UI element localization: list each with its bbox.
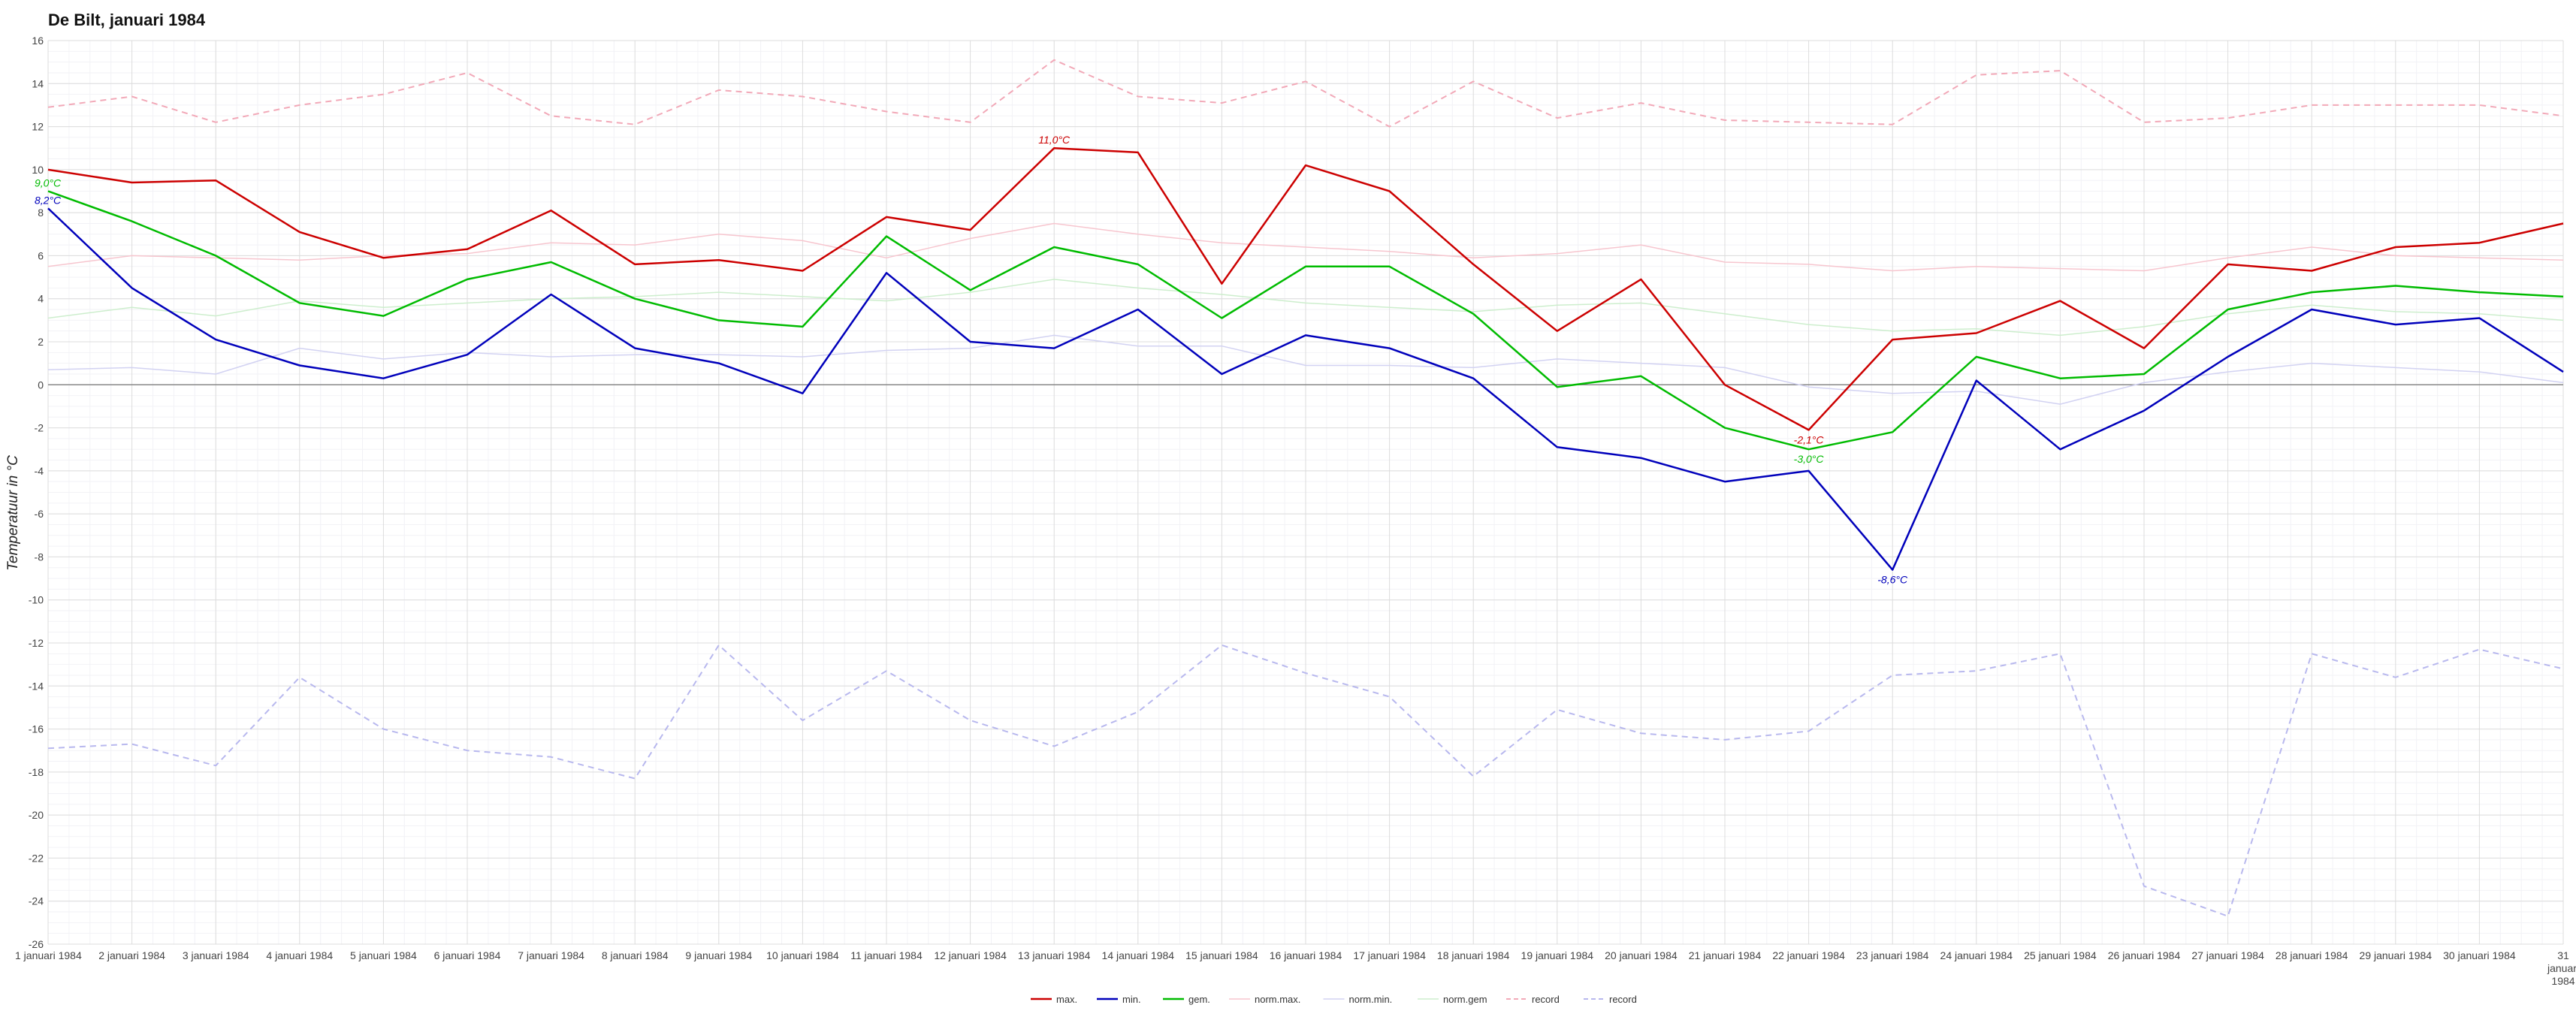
series-line-3 xyxy=(47,222,2564,272)
y-tick-label: 0 xyxy=(38,379,44,391)
x-axis-ticks: 1 januari 1984 2 januari 1984 3 januari 19… xyxy=(15,949,2576,987)
x-tick-label: 23 januari 1984 xyxy=(1856,949,1929,961)
y-tick-label: -6 xyxy=(35,508,44,520)
y-tick-label: 8 xyxy=(38,207,44,219)
x-tick-label: januari xyxy=(2547,962,2576,974)
legend-label: norm.max. xyxy=(1255,994,1300,1005)
x-tick-label: 4 januari 1984 xyxy=(266,949,333,961)
x-tick-label: 25 januari 1984 xyxy=(2024,949,2097,961)
x-tick-label: 10 januari 1984 xyxy=(766,949,839,961)
x-tick-label: 11 januari 1984 xyxy=(850,949,923,961)
series-line-1 xyxy=(47,207,2564,571)
legend-label: max. xyxy=(1056,994,1077,1005)
annotations: 11,0°C -2,1°C 9,0°C -3,0°C 8,2°C -8,6°C xyxy=(35,134,1908,585)
x-tick-label: 21 januari 1984 xyxy=(1689,949,1762,961)
y-tick-label: 14 xyxy=(32,77,44,89)
x-tick-label: 16 januari 1984 xyxy=(1270,949,1342,961)
y-tick-label: -2 xyxy=(35,422,44,434)
legend-label: record xyxy=(1609,994,1637,1005)
x-tick-label: 28 januari 1984 xyxy=(2276,949,2348,961)
x-tick-label: 1984 xyxy=(2551,975,2574,987)
data-annotation: -8,6°C xyxy=(1877,574,1908,586)
y-tick-label: -14 xyxy=(29,680,44,692)
x-tick-label: 9 januari 1984 xyxy=(685,949,752,961)
x-tick-label: 2 januari 1984 xyxy=(98,949,165,961)
x-tick-label: 7 januari 1984 xyxy=(518,949,584,961)
y-tick-label: -22 xyxy=(29,852,44,864)
major-gridlines xyxy=(47,40,2564,945)
y-tick-label: -8 xyxy=(35,551,44,563)
x-tick-label: 20 januari 1984 xyxy=(1605,949,1678,961)
x-tick-label: 14 januari 1984 xyxy=(1102,949,1175,961)
series-line-6 xyxy=(47,59,2564,128)
data-annotation: 9,0°C xyxy=(35,177,62,189)
y-tick-label: -24 xyxy=(29,895,44,907)
x-tick-label: 30 januari 1984 xyxy=(2443,949,2516,961)
legend-label: norm.min. xyxy=(1349,994,1393,1005)
y-tick-label: -4 xyxy=(35,465,44,477)
y-tick-label: 6 xyxy=(38,249,44,261)
series-line-7 xyxy=(47,644,2564,917)
x-tick-label: 22 januari 1984 xyxy=(1772,949,1845,961)
x-tick-label: 1 januari 1984 xyxy=(15,949,82,961)
y-tick-label: -20 xyxy=(29,809,44,821)
y-tick-label: -26 xyxy=(29,938,44,950)
data-annotation: -2,1°C xyxy=(1794,433,1825,445)
y-tick-label: 10 xyxy=(32,164,44,176)
legend-label: min. xyxy=(1122,994,1141,1005)
x-tick-label: 27 januari 1984 xyxy=(2191,949,2264,961)
x-tick-label: 3 januari 1984 xyxy=(183,949,249,961)
x-tick-label: 24 januari 1984 xyxy=(1940,949,2013,961)
chart-title: De Bilt, januari 1984 xyxy=(48,11,206,29)
x-tick-label: 31 xyxy=(2557,949,2569,961)
series-line-0 xyxy=(47,146,2564,431)
x-tick-label: 18 januari 1984 xyxy=(1437,949,1510,961)
legend-label: record xyxy=(1532,994,1560,1005)
data-annotation: 11,0°C xyxy=(1038,134,1071,146)
data-annotation: -3,0°C xyxy=(1794,453,1825,465)
y-tick-label: -16 xyxy=(29,723,44,735)
legend: max. min. gem. norm.max. norm.min. norm.gem re… xyxy=(1031,994,1637,1005)
x-tick-label: 8 januari 1984 xyxy=(602,949,669,961)
y-tick-label: -12 xyxy=(29,637,44,649)
y-tick-label: 2 xyxy=(38,336,44,348)
x-tick-label: 5 januari 1984 xyxy=(350,949,417,961)
x-tick-label: 29 januari 1984 xyxy=(2360,949,2433,961)
y-tick-label: 16 xyxy=(32,35,44,47)
x-tick-label: 6 januari 1984 xyxy=(434,949,501,961)
legend-label: gem. xyxy=(1188,994,1210,1005)
y-tick-label: 4 xyxy=(38,293,44,305)
x-tick-label: 15 januari 1984 xyxy=(1185,949,1258,961)
x-tick-label: 19 januari 1984 xyxy=(1521,949,1594,961)
y-axis-label: Temperatuur in °C xyxy=(5,455,21,571)
x-tick-label: 17 januari 1984 xyxy=(1353,949,1426,961)
y-axis-ticks: -26-24-22-20-18-16-14-12-10-8-6-4-202468… xyxy=(29,35,44,950)
y-tick-label: -10 xyxy=(29,594,44,606)
data-annotation: 8,2°C xyxy=(35,194,62,206)
x-tick-label: 26 januari 1984 xyxy=(2108,949,2181,961)
series-layer xyxy=(47,59,2564,917)
y-tick-label: -18 xyxy=(29,766,44,778)
series-line-5 xyxy=(47,279,2564,336)
series-line-4 xyxy=(47,334,2564,405)
series-line-2 xyxy=(47,190,2564,451)
y-tick-label: 12 xyxy=(32,121,44,133)
x-tick-label: 13 januari 1984 xyxy=(1018,949,1091,961)
legend-label: norm.gem xyxy=(1443,994,1487,1005)
x-tick-label: 12 januari 1984 xyxy=(934,949,1007,961)
